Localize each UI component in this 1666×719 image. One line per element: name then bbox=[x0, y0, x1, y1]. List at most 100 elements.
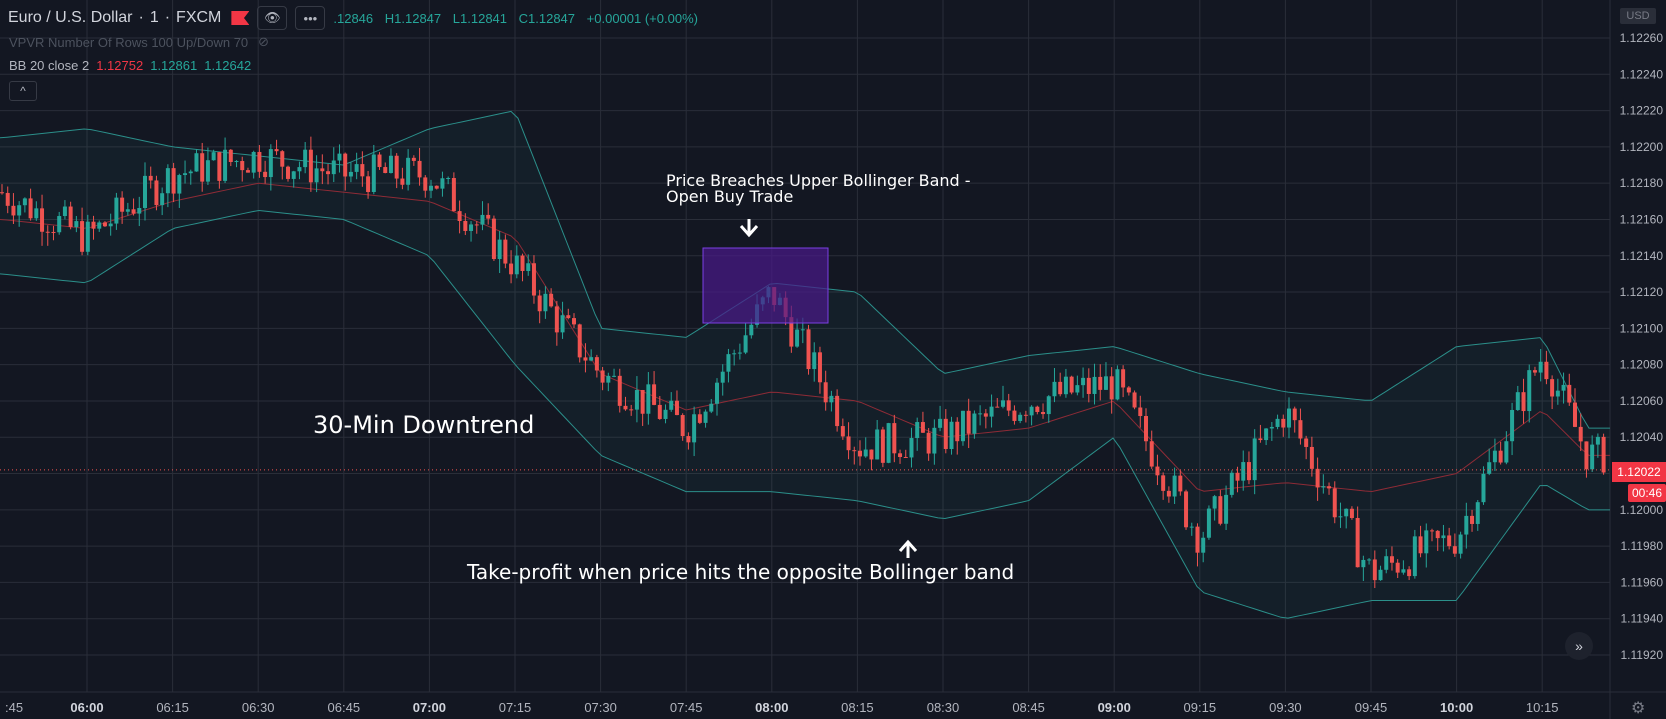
candle-body bbox=[331, 160, 336, 175]
candle-body bbox=[1195, 526, 1200, 553]
symbol-title[interactable]: Euro / U.S. Dollar bbox=[8, 9, 133, 26]
candle-body bbox=[108, 223, 113, 227]
eye-icon[interactable]: 👁 bbox=[257, 6, 288, 30]
candle-body bbox=[1281, 418, 1286, 428]
entry-highlight-box[interactable] bbox=[702, 247, 829, 324]
candle-body bbox=[1012, 410, 1017, 421]
candle-body bbox=[354, 164, 359, 172]
candle-body bbox=[268, 149, 273, 178]
dot-separator: · bbox=[138, 9, 144, 26]
candle-body bbox=[829, 395, 834, 403]
candle-body bbox=[949, 421, 954, 450]
time-tick-label: 09:15 bbox=[1184, 700, 1217, 715]
candle-body bbox=[1567, 384, 1572, 403]
candle-body bbox=[566, 315, 571, 319]
candle-body bbox=[148, 175, 153, 181]
candle-body bbox=[1075, 385, 1080, 393]
time-tick-label: 09:00 bbox=[1098, 700, 1131, 715]
candle-body bbox=[686, 436, 691, 443]
bb-lower-value: 1.12642 bbox=[204, 58, 252, 73]
gear-icon[interactable]: ⚙ bbox=[1631, 700, 1646, 717]
candle-body bbox=[737, 352, 742, 354]
vpvr-label[interactable]: VPVR Number Of Rows 100 Up/Down 70 bbox=[9, 34, 249, 50]
currency-label[interactable]: USD bbox=[1620, 8, 1656, 24]
candle-body bbox=[125, 209, 130, 212]
candle-body bbox=[549, 293, 554, 307]
candle-body bbox=[617, 375, 622, 406]
candle-body bbox=[795, 329, 800, 347]
candle-body bbox=[85, 221, 90, 252]
price-tick-label: 1.11980 bbox=[1621, 539, 1664, 553]
candle-body bbox=[880, 429, 885, 463]
candle-body bbox=[663, 409, 668, 419]
candle-body bbox=[291, 171, 296, 179]
bb-upper-value: 1.12861 bbox=[150, 58, 198, 73]
candle-body bbox=[926, 432, 931, 454]
candle-body bbox=[909, 438, 914, 458]
candle-body bbox=[1452, 546, 1457, 554]
candle-body bbox=[577, 324, 582, 358]
candle-body bbox=[51, 231, 56, 233]
time-tick-label: 06:00 bbox=[70, 700, 103, 715]
price-tick-label: 1.12120 bbox=[1620, 285, 1664, 299]
price-tick-label: 1.12060 bbox=[1620, 394, 1664, 408]
flag-icon[interactable] bbox=[231, 11, 250, 25]
candle-body bbox=[137, 207, 142, 214]
candle-body bbox=[983, 413, 988, 417]
candle-body bbox=[5, 192, 10, 206]
scroll-to-realtime-icon[interactable]: » bbox=[1565, 632, 1593, 660]
candle-body bbox=[629, 409, 634, 411]
candle-body bbox=[1321, 486, 1326, 488]
collapse-legend-button[interactable]: ^ bbox=[9, 81, 37, 101]
more-icon[interactable]: ••• bbox=[295, 6, 326, 30]
candle-body bbox=[383, 167, 388, 173]
candle-body bbox=[497, 239, 502, 260]
candle-body bbox=[989, 406, 994, 417]
hidden-eye-icon[interactable]: ⊘ bbox=[258, 34, 270, 49]
bb-label[interactable]: BB 20 close 2 bbox=[9, 58, 90, 73]
candle-body bbox=[1595, 436, 1600, 445]
candle-body bbox=[1550, 379, 1555, 397]
candle-body bbox=[1447, 535, 1452, 547]
candle-body bbox=[1424, 530, 1429, 554]
candle-body bbox=[1264, 428, 1269, 441]
candle-body bbox=[1412, 536, 1417, 577]
candle-body bbox=[835, 395, 840, 427]
candle-body bbox=[526, 263, 531, 271]
candle-body bbox=[869, 449, 874, 460]
candle-body bbox=[194, 153, 199, 172]
candle-body bbox=[234, 161, 239, 163]
candle-body bbox=[45, 231, 50, 233]
candle-body bbox=[451, 178, 456, 212]
candle-body bbox=[40, 208, 45, 232]
candle-body bbox=[154, 180, 159, 206]
candle-body bbox=[1527, 370, 1532, 412]
candle-body bbox=[1212, 496, 1217, 509]
candle-body bbox=[1144, 416, 1148, 442]
candle-body bbox=[692, 414, 697, 443]
candle-body bbox=[669, 400, 674, 410]
candle-body bbox=[434, 185, 439, 189]
candle-body bbox=[1206, 508, 1211, 538]
candle-body bbox=[1441, 535, 1446, 539]
candle-body bbox=[1269, 426, 1274, 429]
time-tick-label: 09:45 bbox=[1355, 700, 1388, 715]
time-tick-label: 06:15 bbox=[156, 700, 189, 715]
candle-body bbox=[1378, 569, 1383, 581]
candle-body bbox=[1006, 400, 1011, 411]
candle-body bbox=[474, 224, 479, 226]
candle-body bbox=[463, 220, 468, 231]
candle-body bbox=[749, 324, 754, 336]
candle-body bbox=[102, 222, 107, 227]
candle-body bbox=[1155, 466, 1160, 476]
candle-body bbox=[1561, 384, 1566, 391]
candle-body bbox=[1023, 414, 1028, 416]
interval-label[interactable]: 1 bbox=[149, 9, 159, 26]
candle-body bbox=[732, 353, 737, 355]
candle-body bbox=[509, 263, 514, 275]
candle-body bbox=[188, 171, 193, 174]
time-tick-label: 06:45 bbox=[328, 700, 361, 715]
price-tick-label: 1.12160 bbox=[1620, 212, 1664, 226]
candle-body bbox=[97, 222, 102, 229]
